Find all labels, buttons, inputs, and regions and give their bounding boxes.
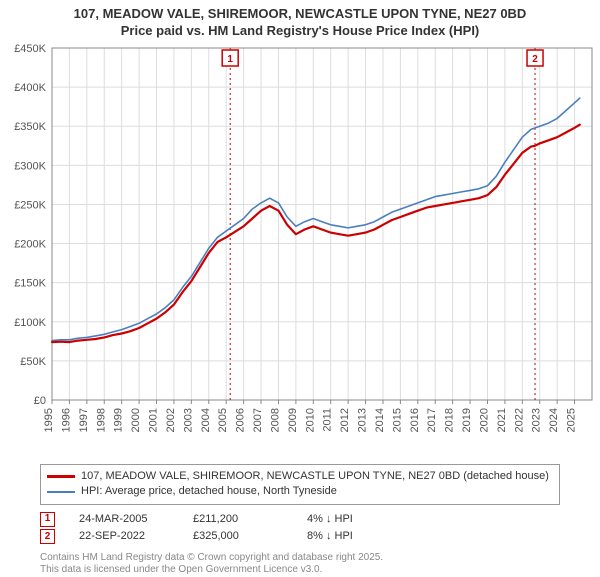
svg-text:1997: 1997: [78, 408, 90, 432]
chart-container: 107, MEADOW VALE, SHIREMOOR, NEWCASTLE U…: [0, 0, 600, 560]
footer: Contains HM Land Registry data © Crown c…: [40, 552, 560, 577]
legend-label-hpi: HPI: Average price, detached house, Nort…: [81, 484, 337, 499]
svg-text:2025: 2025: [566, 408, 578, 432]
svg-text:2023: 2023: [531, 408, 543, 432]
svg-text:2004: 2004: [200, 408, 212, 432]
svg-text:2020: 2020: [478, 408, 490, 432]
svg-text:£50K: £50K: [20, 356, 46, 368]
svg-text:£150K: £150K: [14, 277, 46, 289]
sale-badge: 1: [40, 512, 55, 527]
sale-price: £211,200: [193, 511, 283, 529]
svg-text:2009: 2009: [287, 408, 299, 432]
svg-text:2011: 2011: [322, 408, 334, 432]
sale-badge: 2: [40, 529, 55, 544]
svg-text:2003: 2003: [182, 408, 194, 432]
svg-text:£350K: £350K: [14, 121, 46, 133]
svg-text:£0: £0: [34, 395, 46, 407]
svg-text:1: 1: [227, 54, 233, 65]
legend-item-hpi: HPI: Average price, detached house, Nort…: [47, 484, 553, 499]
svg-text:2000: 2000: [130, 408, 142, 432]
svg-text:1995: 1995: [43, 408, 55, 432]
svg-text:2010: 2010: [304, 408, 316, 432]
footer-line-1: Contains HM Land Registry data © Crown c…: [40, 552, 560, 565]
svg-text:2012: 2012: [339, 408, 351, 432]
sale-delta: 8% ↓ HPI: [307, 528, 397, 546]
chart-area: £0 £50K £100K £150K £200K £250K £300K £350K £400…: [0, 40, 600, 460]
svg-text:2019: 2019: [461, 408, 473, 432]
legend-label-price-paid: 107, MEADOW VALE, SHIREMOOR, NEWCASTLE U…: [81, 469, 549, 484]
legend-swatch-price-paid: [47, 475, 75, 478]
svg-text:2017: 2017: [426, 408, 438, 432]
sale-date: 24-MAR-2005: [79, 511, 169, 529]
sales-table: 1 24-MAR-2005 £211,200 4% ↓ HPI 2 22-SEP…: [40, 511, 560, 546]
svg-text:2001: 2001: [148, 408, 160, 432]
svg-text:2002: 2002: [165, 408, 177, 432]
title-line-1: 107, MEADOW VALE, SHIREMOOR, NEWCASTLE U…: [0, 6, 600, 23]
svg-text:£300K: £300K: [14, 160, 46, 172]
sale-price: £325,000: [193, 528, 283, 546]
svg-text:1996: 1996: [60, 408, 72, 432]
svg-text:2005: 2005: [217, 408, 229, 432]
svg-text:£400K: £400K: [14, 82, 46, 94]
legend-swatch-hpi: [47, 491, 75, 494]
legend-item-price-paid: 107, MEADOW VALE, SHIREMOOR, NEWCASTLE U…: [47, 469, 553, 484]
sale-delta: 4% ↓ HPI: [307, 511, 397, 529]
legend: 107, MEADOW VALE, SHIREMOOR, NEWCASTLE U…: [40, 464, 560, 505]
svg-text:2018: 2018: [444, 408, 456, 432]
svg-text:£250K: £250K: [14, 199, 46, 211]
svg-text:2024: 2024: [548, 408, 560, 432]
sale-row: 2 22-SEP-2022 £325,000 8% ↓ HPI: [40, 528, 560, 546]
svg-text:2014: 2014: [374, 408, 386, 432]
svg-text:£100K: £100K: [14, 317, 46, 329]
sale-date: 22-SEP-2022: [79, 528, 169, 546]
title-line-2: Price paid vs. HM Land Registry's House …: [0, 23, 600, 40]
title-block: 107, MEADOW VALE, SHIREMOOR, NEWCASTLE U…: [0, 0, 600, 40]
svg-text:2013: 2013: [357, 408, 369, 432]
svg-text:£200K: £200K: [14, 238, 46, 250]
line-chart-svg: £0 £50K £100K £150K £200K £250K £300K £350K £400…: [0, 40, 600, 460]
svg-text:2: 2: [532, 54, 538, 65]
sale-row: 1 24-MAR-2005 £211,200 4% ↓ HPI: [40, 511, 560, 529]
svg-text:2006: 2006: [235, 408, 247, 432]
svg-text:2008: 2008: [269, 408, 281, 432]
svg-text:2021: 2021: [496, 408, 508, 432]
svg-text:2016: 2016: [409, 408, 421, 432]
svg-text:2015: 2015: [391, 408, 403, 432]
svg-text:1998: 1998: [95, 408, 107, 432]
svg-text:2022: 2022: [513, 408, 525, 432]
footer-line-2: This data is licensed under the Open Gov…: [40, 564, 560, 577]
svg-text:2007: 2007: [252, 408, 264, 432]
svg-text:£450K: £450K: [14, 43, 46, 55]
svg-text:1999: 1999: [113, 408, 125, 432]
